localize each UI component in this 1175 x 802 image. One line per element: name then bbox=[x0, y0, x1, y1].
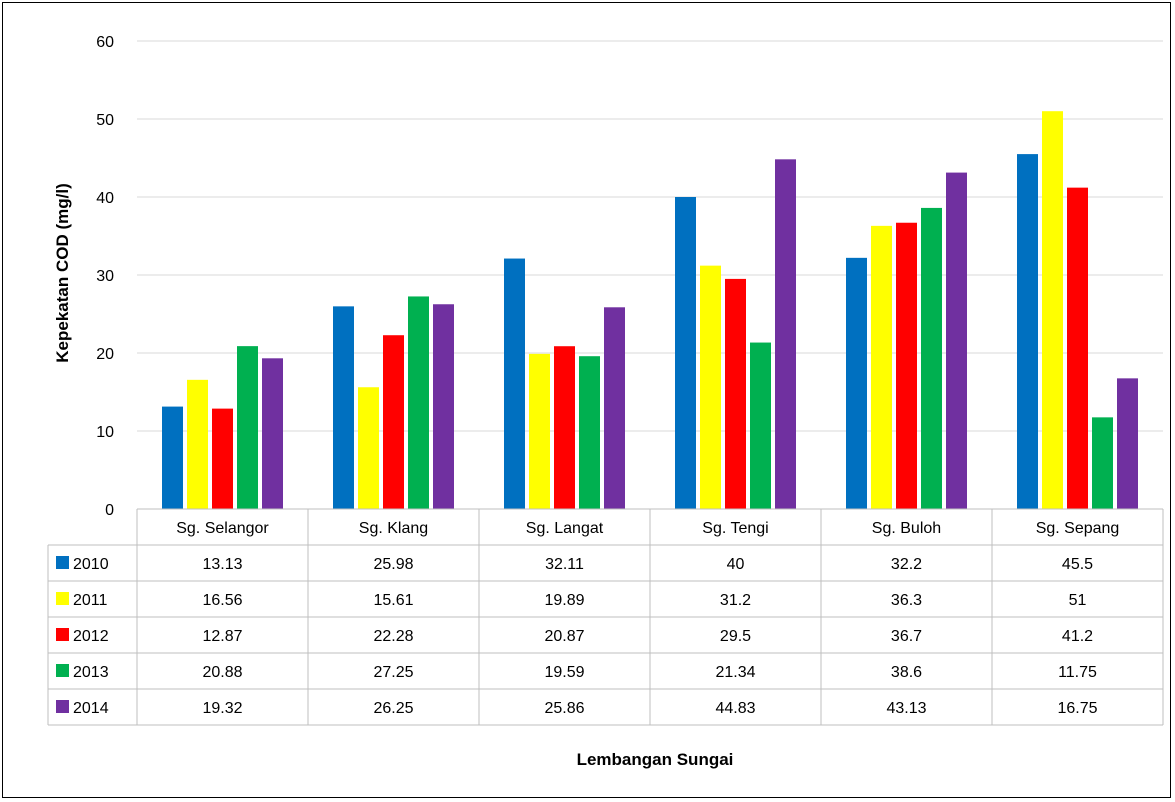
table-cell: 26.25 bbox=[373, 700, 413, 717]
bar-2011-5 bbox=[1042, 111, 1063, 509]
bar-2010-4 bbox=[846, 257, 867, 509]
y-tick-label: 60 bbox=[96, 34, 114, 51]
legend-label: 2014 bbox=[73, 700, 109, 717]
table-cell: 21.34 bbox=[715, 664, 755, 681]
x-axis-label: Lembangan Sungai bbox=[577, 750, 734, 769]
bar-2010-0 bbox=[162, 406, 183, 509]
table-cell: 27.25 bbox=[373, 664, 413, 681]
y-tick-label: 10 bbox=[96, 424, 114, 441]
legend-swatch-2011 bbox=[56, 592, 69, 605]
bar-2011-3 bbox=[700, 265, 721, 509]
table-cell: 45.5 bbox=[1062, 556, 1093, 573]
y-axis-ticks: 0 10 20 30 40 50 60 bbox=[96, 34, 114, 519]
bar-2012-3 bbox=[725, 278, 746, 509]
x-tick-label: Sg. Tengi bbox=[702, 520, 768, 537]
bar-2011-1 bbox=[358, 387, 379, 509]
bar-2014-2 bbox=[604, 307, 625, 509]
table-cell: 12.87 bbox=[202, 628, 242, 645]
table-cell: 29.5 bbox=[720, 628, 751, 645]
legend-label: 2010 bbox=[73, 556, 109, 573]
table-cell: 41.2 bbox=[1062, 628, 1093, 645]
legend-swatch-2010 bbox=[56, 556, 69, 569]
legend-swatch-2012 bbox=[56, 628, 69, 641]
table-cell: 38.6 bbox=[891, 664, 922, 681]
bar-2014-5 bbox=[1117, 378, 1138, 509]
bar-2012-2 bbox=[554, 346, 575, 509]
bar-2010-3 bbox=[675, 197, 696, 509]
table-cell: 51 bbox=[1069, 592, 1087, 609]
bar-2014-1 bbox=[433, 304, 454, 509]
x-tick-label: Sg. Sepang bbox=[1036, 520, 1120, 537]
table-cell: 25.98 bbox=[373, 556, 413, 573]
y-tick-label: 0 bbox=[105, 502, 114, 519]
gridlines bbox=[137, 40, 1163, 510]
x-tick-label: Sg. Selangor bbox=[176, 520, 269, 537]
y-tick-label: 50 bbox=[96, 112, 114, 129]
table-cell: 40 bbox=[727, 556, 745, 573]
x-tick-label: Sg. Langat bbox=[526, 520, 604, 537]
y-axis-label: Kepekatan COD (mg/l) bbox=[53, 183, 72, 362]
x-tick-label: Sg. Klang bbox=[359, 520, 428, 537]
bar-2013-0 bbox=[237, 346, 258, 509]
table-cell: 20.87 bbox=[544, 628, 584, 645]
legend-swatch-2013 bbox=[56, 664, 69, 677]
bar-2010-2 bbox=[504, 258, 525, 509]
bar-2012-0 bbox=[212, 408, 233, 509]
table-cell: 15.61 bbox=[373, 592, 413, 609]
bars bbox=[162, 111, 1138, 510]
bar-2013-4 bbox=[921, 207, 942, 510]
table-cell: 19.89 bbox=[544, 592, 584, 609]
table-cell: 19.59 bbox=[544, 664, 584, 681]
x-tick-label: Sg. Buloh bbox=[872, 520, 941, 537]
table-cell: 20.88 bbox=[202, 664, 242, 681]
y-tick-label: 30 bbox=[96, 268, 114, 285]
bar-2010-1 bbox=[333, 306, 354, 509]
table-cell: 22.28 bbox=[373, 628, 413, 645]
table-cell: 36.7 bbox=[891, 628, 922, 645]
bar-2011-4 bbox=[871, 225, 892, 510]
table-cell: 44.83 bbox=[715, 700, 755, 717]
table-cell: 43.13 bbox=[886, 700, 926, 717]
bar-2013-3 bbox=[750, 342, 771, 509]
bar-2012-4 bbox=[896, 222, 917, 510]
bar-2013-2 bbox=[579, 356, 600, 509]
y-tick-label: 20 bbox=[96, 346, 114, 363]
bar-2013-1 bbox=[408, 296, 429, 509]
bar-2014-3 bbox=[775, 159, 796, 510]
bar-2010-5 bbox=[1017, 154, 1038, 509]
table-cell: 19.32 bbox=[202, 700, 242, 717]
table-cell: 11.75 bbox=[1058, 664, 1097, 681]
table-cell: 16.56 bbox=[202, 592, 242, 609]
bar-2012-1 bbox=[383, 335, 404, 509]
bar-2014-0 bbox=[262, 358, 283, 509]
table-cell: 25.86 bbox=[544, 700, 584, 717]
legend-swatch-2014 bbox=[56, 700, 69, 713]
legend-label: 2013 bbox=[73, 664, 109, 681]
data-table: Sg. Selangor Sg. Klang Sg. Langat Sg. Tengi… bbox=[47, 508, 1164, 726]
bar-2011-0 bbox=[187, 379, 208, 509]
table-cell: 16.75 bbox=[1057, 700, 1097, 717]
table-cell: 32.2 bbox=[891, 556, 922, 573]
legend-label: 2011 bbox=[73, 592, 108, 609]
bar-2011-2 bbox=[529, 353, 550, 509]
y-tick-label: 40 bbox=[96, 190, 114, 207]
table-cell: 13.13 bbox=[202, 556, 242, 573]
bar-2014-4 bbox=[946, 172, 967, 509]
table-cell: 31.2 bbox=[720, 592, 751, 609]
bar-2013-5 bbox=[1092, 417, 1113, 509]
legend-label: 2012 bbox=[73, 628, 109, 645]
table-cell: 32.11 bbox=[545, 556, 584, 573]
table-cell: 36.3 bbox=[891, 592, 922, 609]
bar-2012-5 bbox=[1067, 187, 1088, 509]
